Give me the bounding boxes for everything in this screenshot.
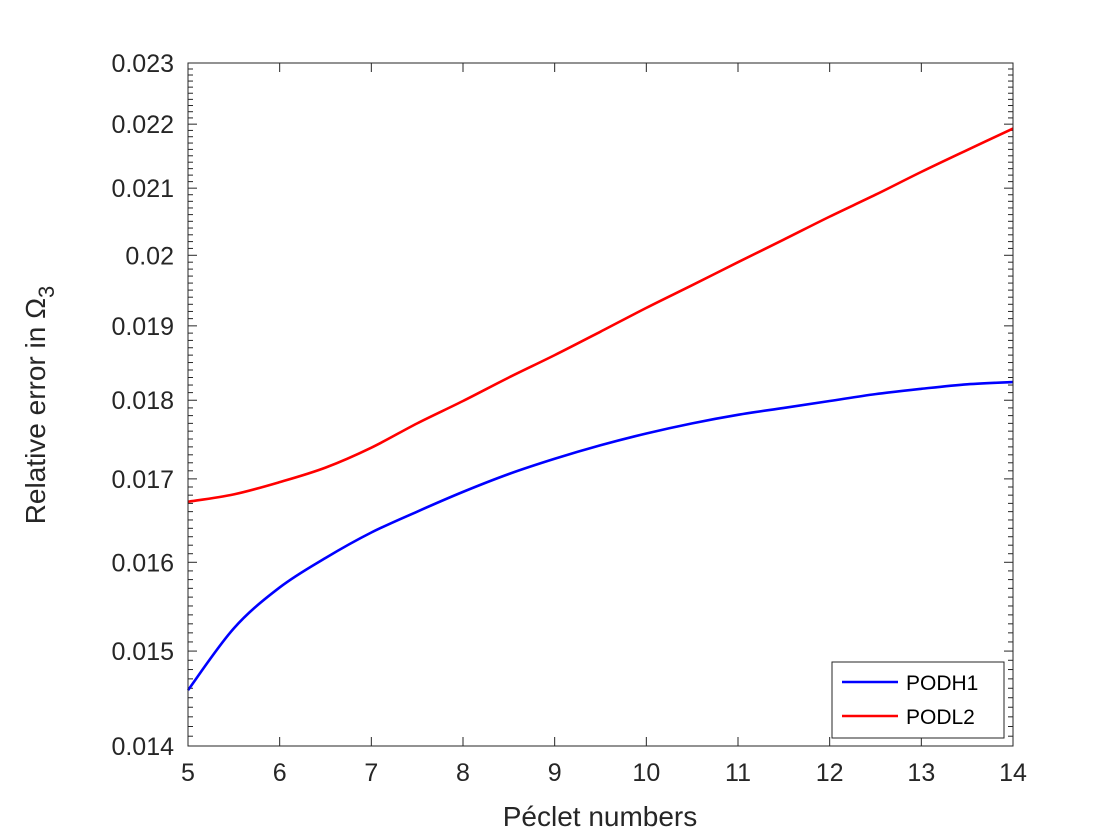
x-tick-label: 11	[725, 759, 751, 787]
x-tick-label: 5	[181, 759, 195, 787]
legend-label-podl2: PODL2	[906, 706, 975, 729]
y-tick-labels: 0.014 0.015 0.016 0.017 0.018 0.019 0.02 0.021 0…	[111, 50, 174, 761]
y-tick-label: 0.021	[111, 175, 174, 203]
x-axis-title: Péclet numbers	[503, 801, 698, 832]
y-axis-title-subscript: 3	[34, 286, 59, 298]
x-tick-label: 12	[816, 759, 844, 787]
x-tick-label: 7	[364, 759, 378, 787]
y-tick-label: 0.023	[111, 50, 174, 78]
legend-label-podh1: PODH1	[906, 672, 978, 695]
minor-ticks	[188, 68, 1013, 737]
x-tick-label: 8	[456, 759, 470, 787]
y-axis-title: Relative error in Ω3	[20, 286, 59, 525]
y-tick-label: 0.016	[111, 549, 174, 577]
x-tick-label: 6	[273, 759, 287, 787]
x-tick-label: 13	[907, 759, 935, 787]
y-tick-label: 0.017	[111, 466, 174, 494]
x-tick-labels: 5 6 7 8 9 10 11 12 13 14	[181, 759, 1027, 787]
legend: PODH1 PODL2	[831, 661, 1005, 739]
x-tick-label: 10	[632, 759, 660, 787]
x-tick-label: 9	[548, 759, 562, 787]
plot-area	[188, 63, 1013, 746]
axes-box	[187, 62, 1014, 747]
y-tick-label: 0.02	[125, 242, 174, 270]
y-tick-label: 0.022	[111, 111, 174, 139]
series-line-podl2	[187, 127, 1014, 504]
y-tick-label: 0.019	[111, 313, 174, 341]
y-tick-label: 0.014	[111, 733, 174, 761]
series-line-podh1	[186, 380, 1014, 691]
y-tick-label: 0.015	[111, 638, 174, 666]
legend-box	[831, 661, 1005, 739]
series-lines	[186, 127, 1014, 691]
y-tick-label: 0.018	[111, 387, 174, 415]
y-axis-title-main: Relative error in Ω	[20, 298, 51, 524]
x-tick-label: 14	[999, 759, 1027, 787]
